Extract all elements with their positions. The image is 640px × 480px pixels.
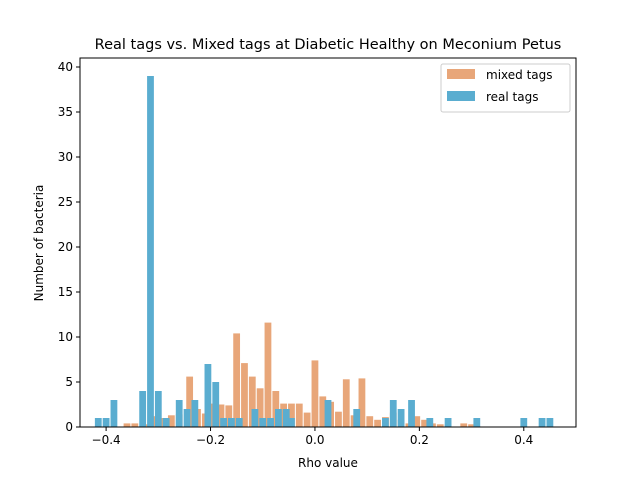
mixed-tags-bar [303, 412, 311, 427]
mixed-tags-bar [342, 379, 350, 427]
mixed-tags-bar [358, 378, 366, 427]
real-tags-bar [204, 364, 212, 427]
x-axis-ticks: −0.4 −0.2 0.0 0.2 0.4 [92, 427, 533, 447]
x-tick-label: −0.4 [92, 433, 121, 447]
real-tags-bars [94, 76, 554, 427]
x-tick-label: 0.4 [514, 433, 533, 447]
x-tick-label: 0.2 [410, 433, 429, 447]
real-tags-bar [162, 418, 170, 427]
x-tick-label: 0.0 [305, 433, 324, 447]
mixed-tags-bar [248, 376, 256, 427]
mixed-tags-bar [241, 363, 248, 427]
mixed-tags-bar [436, 424, 444, 427]
real-tags-bar [191, 400, 199, 427]
y-axis-ticks: 0 5 10 15 20 25 30 35 40 [58, 60, 80, 434]
x-tick-label: −0.2 [196, 433, 225, 447]
chart-title: Real tags vs. Mixed tags at Diabetic Hea… [95, 37, 562, 53]
y-axis-label: Number of bacteria [32, 185, 46, 302]
y-tick-label: 15 [58, 285, 73, 299]
y-tick-label: 20 [58, 240, 73, 254]
mixed-tags-bar [468, 424, 475, 427]
y-tick-label: 25 [58, 195, 73, 209]
real-tags-bar [228, 418, 235, 427]
mixed-tags-bar [167, 415, 175, 427]
y-tick-label: 30 [58, 150, 73, 164]
real-tags-bar [397, 409, 405, 427]
real-tags-bar [220, 418, 227, 427]
real-tags-bar [235, 418, 243, 427]
real-tags-bar [324, 400, 332, 427]
real-tags-bar [538, 418, 546, 427]
mixed-tags-bar [217, 404, 225, 427]
real-tags-bar [288, 418, 295, 427]
real-tags-bar [353, 409, 361, 427]
mixed-tags-bar [460, 423, 468, 427]
mixed-tags-bar [366, 416, 374, 427]
real-tags-bar [147, 76, 154, 427]
real-tags-bar [267, 418, 274, 427]
legend-swatch-real-tags [447, 91, 475, 101]
mixed-tags-bar [123, 423, 131, 427]
mixed-tags-bar [256, 388, 264, 427]
real-tags-bar [102, 418, 110, 427]
real-tags-bar [408, 400, 415, 427]
mixed-tags-bar [311, 360, 319, 427]
mixed-tags-bar [421, 419, 428, 427]
real-tags-bar [426, 418, 434, 427]
real-tags-bar [110, 400, 118, 427]
real-tags-bar [382, 418, 389, 427]
mixed-tags-bar [233, 333, 241, 427]
real-tags-bar [154, 391, 162, 427]
legend: mixed tags real tags [440, 63, 571, 113]
real-tags-bar [259, 418, 267, 427]
mixed-tags-bar [288, 403, 295, 427]
mixed-tags-bar [319, 396, 327, 427]
real-tags-bar [282, 409, 290, 427]
mixed-tags-bar [186, 376, 194, 427]
real-tags-bar [546, 418, 554, 427]
real-tags-bar [251, 409, 259, 427]
mixed-tags-bar [131, 423, 139, 427]
real-tags-bar [473, 418, 481, 427]
real-tags-bar [175, 400, 183, 427]
real-tags-bar [520, 418, 528, 427]
real-tags-bar [275, 409, 282, 427]
mixed-tags-bar [335, 411, 342, 427]
legend-swatch-mixed-tags [447, 69, 475, 79]
y-tick-label: 5 [65, 375, 73, 389]
mixed-tags-bar [264, 322, 272, 427]
real-tags-bar [444, 418, 452, 427]
mixed-tags-bar [225, 405, 233, 427]
plot-area-frame [79, 57, 577, 428]
y-tick-label: 10 [58, 330, 73, 344]
y-tick-label: 40 [58, 60, 73, 74]
mixed-tags-bar [295, 403, 303, 427]
legend-label-mixed-tags: mixed tags [486, 68, 553, 82]
real-tags-bar [212, 382, 220, 427]
x-axis-label: Rho value [298, 456, 358, 470]
mixed-tags-bar [374, 419, 381, 427]
real-tags-bar [183, 409, 191, 427]
y-tick-label: 35 [58, 105, 73, 119]
mixed-tags-bar [413, 416, 421, 427]
real-tags-bar [94, 418, 102, 427]
real-tags-bar [139, 391, 147, 427]
real-tags-bar [389, 400, 397, 427]
y-tick-label: 0 [65, 420, 73, 434]
legend-label-real-tags: real tags [486, 90, 538, 104]
